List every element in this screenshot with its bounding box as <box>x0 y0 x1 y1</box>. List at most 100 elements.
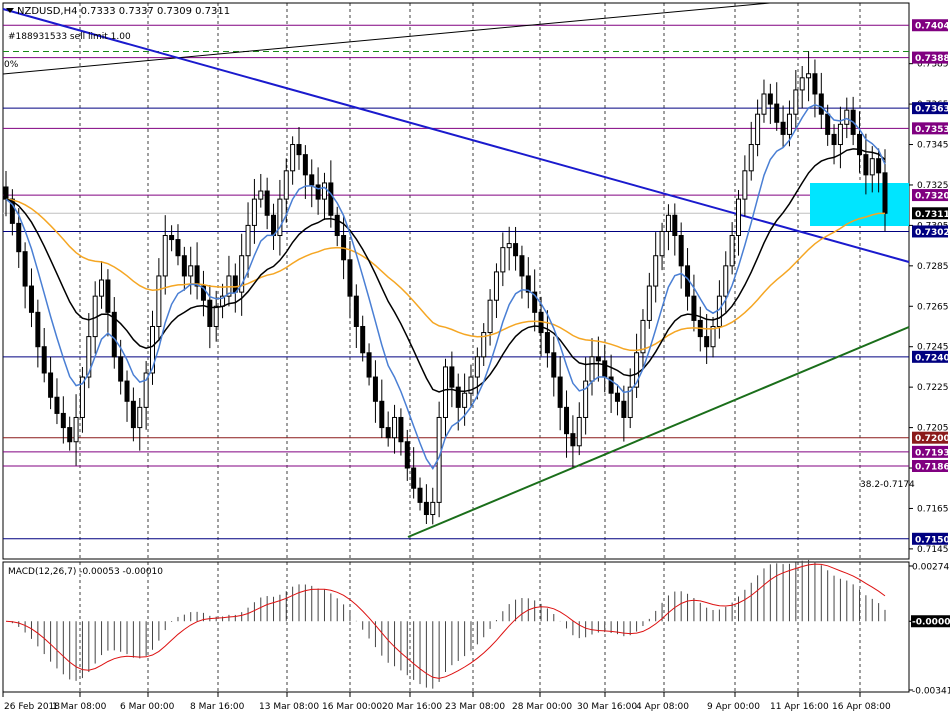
candle-body <box>774 103 780 123</box>
candle-body <box>564 406 570 435</box>
candle-body <box>245 224 251 257</box>
candles <box>3 51 888 525</box>
candle-body <box>468 376 474 394</box>
candle-body <box>398 416 404 443</box>
time-tick-label: 11 Apr 16:00 <box>770 702 829 712</box>
candle-body <box>162 235 168 277</box>
candle-body <box>481 332 487 358</box>
candle-body <box>837 123 843 146</box>
candle-body <box>200 285 206 301</box>
price-tick-label: 0.7225 <box>917 383 949 393</box>
candle-body <box>366 352 372 378</box>
candle-body <box>181 255 187 277</box>
candle-body <box>321 182 327 200</box>
level-label-box <box>912 459 948 472</box>
candle-body <box>614 392 620 402</box>
candle-body <box>532 291 538 313</box>
level-label: 0.7388 <box>915 54 950 64</box>
candle-body <box>876 158 882 174</box>
candle-body <box>79 376 85 418</box>
order-label: #188931533 sell limit 1.00 <box>8 32 131 42</box>
candle-body <box>869 158 875 176</box>
candle-body <box>296 144 302 156</box>
candle-body <box>506 243 512 249</box>
time-tick-label: 30 Mar 16:00 <box>577 702 637 712</box>
candle-body <box>430 501 436 516</box>
candle-body <box>277 198 283 237</box>
level-label-box <box>912 19 948 32</box>
ma-black <box>5 148 886 393</box>
level-label-box <box>912 102 948 115</box>
price-tick-label: 0.7285 <box>917 262 949 272</box>
candle-body <box>175 239 181 257</box>
candle-body <box>589 356 595 382</box>
candle-body <box>54 396 60 414</box>
candle-body <box>404 441 410 469</box>
candle-body <box>780 121 786 135</box>
candle-body <box>716 295 722 327</box>
ma-blue <box>5 103 886 471</box>
candle-body <box>653 255 659 287</box>
candle-body <box>500 247 506 273</box>
macd-signal-line <box>5 563 886 679</box>
candle-body <box>169 235 175 241</box>
price-tick-label: 0.7145 <box>917 545 949 555</box>
candle-body <box>417 487 423 503</box>
candle-body <box>392 416 398 439</box>
candle-body <box>111 311 117 358</box>
candle-body <box>513 243 519 257</box>
candle-body <box>213 305 219 327</box>
level-label: 0.7240 <box>915 353 950 363</box>
candle-body <box>207 299 213 327</box>
macd-tick-label: -0.00341 <box>912 687 950 697</box>
candle-body <box>576 416 582 447</box>
candle-body <box>812 73 818 95</box>
candle-body <box>48 372 54 398</box>
level-label: 0.7404 <box>915 22 950 32</box>
candle-body <box>328 182 334 216</box>
candle-body <box>761 93 767 115</box>
time-tick-label: 28 Mar 00:00 <box>512 702 572 712</box>
candle-body <box>551 352 557 378</box>
candle-body <box>583 380 589 418</box>
candle-body <box>767 93 773 105</box>
price-tick-label: 0.7325 <box>917 181 949 191</box>
candle-body <box>748 144 754 172</box>
candle-body <box>16 222 22 253</box>
candle-body <box>9 198 15 224</box>
candle-body <box>283 170 289 200</box>
time-tick-label: 20 Mar 16:00 <box>382 702 442 712</box>
time-tick-label: 9 Apr 00:00 <box>707 702 760 712</box>
price-tick-label: 0.7265 <box>917 302 949 312</box>
candle-body <box>793 89 799 115</box>
horizontal-levels <box>3 24 909 540</box>
level-label: 0.7302 <box>915 228 950 238</box>
fib-label-top: 0% <box>4 60 19 70</box>
candle-body <box>863 154 869 176</box>
ma-orange <box>5 198 885 352</box>
candle-body <box>462 392 468 408</box>
candle-body <box>315 184 321 200</box>
main-panel-frame <box>2 2 910 560</box>
candle-body <box>672 214 678 237</box>
level-label: 0.7320 <box>915 192 950 202</box>
fib-line <box>2 2 771 75</box>
candle-body <box>379 400 385 429</box>
macd-histogram <box>5 559 886 689</box>
level-label-box <box>912 445 948 458</box>
candle-body <box>525 275 531 293</box>
candle-body <box>602 360 608 378</box>
candle-body <box>302 154 308 176</box>
level-label-box <box>912 51 948 64</box>
candle-body <box>786 113 792 135</box>
level-label: 0.7193 <box>915 448 950 458</box>
price-tick-label: 0.7165 <box>917 504 949 514</box>
candle-body <box>736 198 741 237</box>
time-tick-label: 16 Mar 00:00 <box>322 702 382 712</box>
level-label: 0.7186 <box>915 462 950 472</box>
candle-body <box>22 251 28 287</box>
level-label: 0.7363 <box>915 105 950 115</box>
candle-body <box>67 427 73 443</box>
